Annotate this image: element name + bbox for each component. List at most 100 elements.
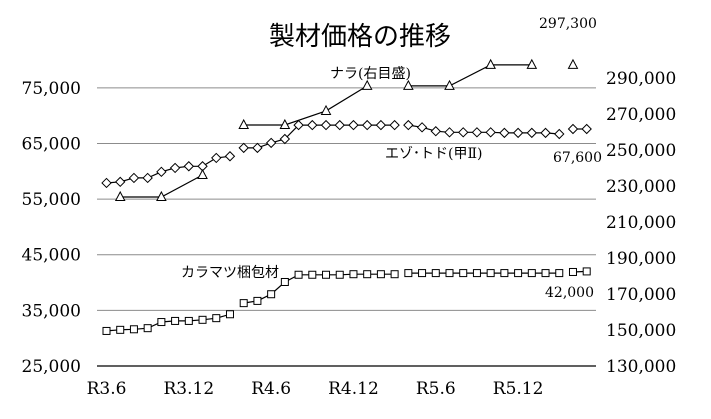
ezo-todo-point [128,172,140,184]
ezo-todo-point [403,119,414,131]
series-label-nara: ナラ(右目盛) [330,66,411,82]
gridlines-group [97,87,596,311]
karamatsu-point [171,316,180,325]
y-left-tick-label: 35,000 [22,301,81,321]
karamatsu-point [335,270,344,279]
ezo-todo-line-segment [243,124,395,149]
karamatsu-point [198,315,207,324]
karamatsu-point [280,277,289,286]
nara-point [485,58,496,69]
ezo-todo-point [512,127,524,139]
karamatsu-point [527,269,536,278]
karamatsu-point [582,267,591,276]
karamatsu-point [157,318,166,327]
ezo-todo-point [485,127,496,138]
series-label-karamatsu: カラマツ梱包材 [181,265,279,281]
karamatsu-point [225,310,234,319]
ezo-todo-point [252,142,263,154]
ezo-todo-point [540,127,551,139]
nara-point [526,58,538,69]
karamatsu-point [363,270,372,279]
karamatsu-point [116,325,125,334]
ezo-todo-point [211,152,222,164]
karamatsu-point [486,269,495,278]
y-right-tick-label: 170,000 [606,285,676,305]
karamatsu-point [253,296,262,305]
y-left-tick-label: 75,000 [22,79,81,99]
x-tick-label: R3.6 [87,379,127,399]
y-left-tick-label: 65,000 [22,134,81,154]
x-tick-label: R5.12 [493,379,544,399]
karamatsu-point [541,269,550,278]
x-tick-label: R4.6 [251,379,291,399]
nara-point [238,118,250,129]
karamatsu-point [472,269,481,278]
nara-point [279,118,291,129]
ezo-todo-point [361,119,373,131]
y-right-tick-label: 230,000 [606,177,676,197]
y-left-tick-label: 25,000 [22,357,81,377]
nara-point [567,58,579,69]
series-label-ezo-todo: エゾ･トド(甲Ⅱ) [385,146,482,162]
karamatsu-point [294,270,303,279]
x-tick-label: R4.12 [328,379,379,399]
nara-line-segment [243,85,368,126]
y-left-tick-label: 45,000 [22,246,81,266]
karamatsu-point [143,324,152,333]
karamatsu-point [102,326,111,335]
karamatsu-point [212,314,221,323]
ezo-todo-point [499,127,510,139]
ezo-todo-point [458,127,469,138]
karamatsu-point [418,269,427,278]
karamatsu-point [376,270,385,279]
karamatsu-point [322,270,331,279]
y-right-tick-label: 290,000 [606,69,676,89]
y-right-tick-label: 130,000 [606,357,676,377]
annotations-group: カラマツ梱包材 42,000 エゾ･トド(甲Ⅱ) 67,600 ナラ(右目盛) 297,3… [181,16,602,301]
data-label-nara: 297,300 [539,16,597,32]
ezo-todo-point [183,161,195,172]
karamatsu-point [459,269,468,278]
ezo-todo-point [348,119,359,131]
ezo-todo-line-segment [106,155,231,184]
nara-point [114,190,126,201]
chart-title: 製材価格の推移 [269,22,451,52]
karamatsu-point [514,269,523,278]
nara-point [320,104,332,115]
ezo-todo-point [293,119,304,131]
ezo-todo-point [238,142,249,154]
y-right-tick-label: 250,000 [606,141,676,161]
ezo-todo-point [169,162,181,174]
karamatsu-point [431,269,440,278]
ezo-todo-point [156,166,167,178]
karamatsu-line-segment [106,313,231,332]
karamatsu-point [555,269,564,278]
ezo-todo-point [115,176,126,188]
nara-point [197,168,208,180]
nara-point [361,79,373,90]
data-label-ezo-todo: 67,600 [553,150,602,166]
x-tick-label: R5.6 [416,379,456,399]
karamatsu-point [239,299,248,308]
ezo-todo-point [471,127,483,138]
ezo-todo-point [265,137,277,149]
ezo-todo-point [567,123,579,135]
karamatsu-point [129,325,138,334]
karamatsu-point [308,270,317,279]
y-right-tick-label: 270,000 [606,105,676,125]
karamatsu-point [267,290,276,299]
ezo-todo-point [279,133,291,145]
y-left-tick-label: 55,000 [22,190,81,210]
nara-line-segment [408,64,532,87]
y-right-tick-label: 150,000 [606,321,676,341]
ezo-todo-point [101,177,112,189]
karamatsu-point [184,316,193,325]
nara-point [156,190,167,201]
karamatsu-point [500,269,509,278]
axes-group: 25,000 35,000 45,000 55,000 65,000 75,000 130,… [22,69,677,399]
ezo-todo-point [526,127,538,139]
ezo-todo-point [554,128,565,140]
series-group [101,58,592,335]
